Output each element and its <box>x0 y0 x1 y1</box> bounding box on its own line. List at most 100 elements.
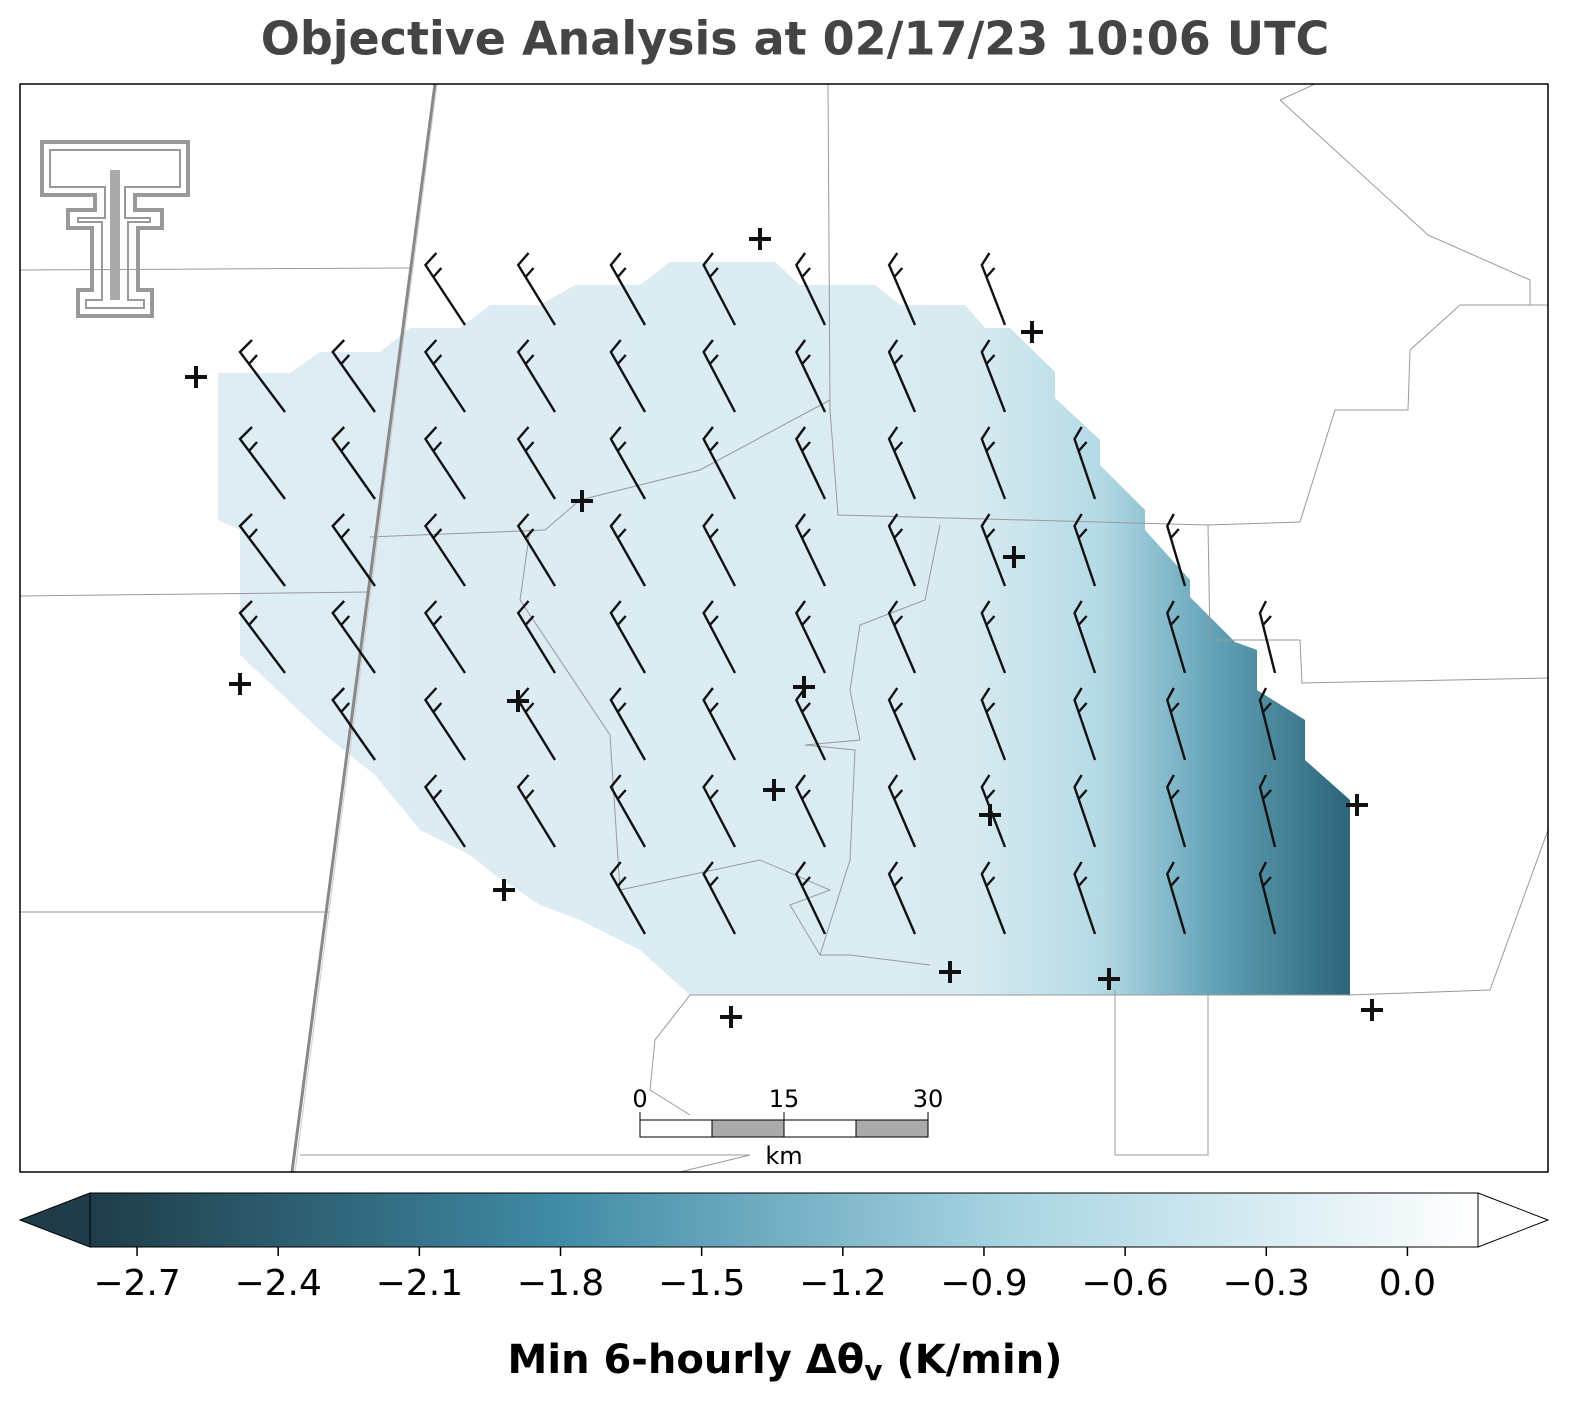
wind-barb <box>887 426 917 500</box>
stations <box>185 228 1383 1028</box>
station-marker <box>749 228 771 250</box>
colorbar-body <box>89 1192 1479 1248</box>
wind-barb <box>609 861 647 935</box>
colorbar-label: Min 6-hourly Δθv (K/min) <box>508 1337 1063 1387</box>
wind-barb <box>609 426 647 500</box>
logo <box>40 140 190 318</box>
state-line <box>290 84 437 1172</box>
colorbar-tick-label: −2.7 <box>93 1263 180 1304</box>
station-marker <box>1098 968 1120 990</box>
colorbar-tick-label: −0.9 <box>940 1263 1027 1304</box>
wind-barb <box>980 252 1007 326</box>
scale-tick-label: 15 <box>769 1085 800 1113</box>
wind-barb <box>238 339 286 413</box>
wind-barb <box>702 774 737 848</box>
wind-barb <box>609 513 647 587</box>
wind-barb <box>980 774 1007 848</box>
wind-barb <box>1258 600 1277 674</box>
colorbar-tick-label: −0.3 <box>1223 1263 1310 1304</box>
wind-barb <box>609 774 647 848</box>
wind-barb <box>980 426 1007 500</box>
station-marker <box>1003 546 1025 568</box>
wind-barb <box>1073 600 1097 674</box>
colorbar-extend-low <box>18 1192 91 1248</box>
scale-tick-label: 0 <box>632 1085 647 1113</box>
label-units: (K/min) <box>882 1337 1062 1383</box>
wind-barb <box>516 600 557 674</box>
wind-barb <box>238 513 286 587</box>
wind-barb <box>423 252 467 326</box>
analysis-shading <box>218 262 1350 995</box>
wind-barb <box>1165 600 1187 674</box>
wind-barb <box>609 600 647 674</box>
wind-barb <box>702 513 737 587</box>
wind-barb <box>238 426 286 500</box>
wind-barb <box>887 252 917 326</box>
colorbar: −2.7 −2.4 −2.1 −1.8 −1.5 −1.2 −0.9 −0.6 −0.3 0.0 <box>18 1192 1550 1304</box>
county-lines <box>20 84 1548 1172</box>
wind-barb <box>423 600 467 674</box>
colorbar-tick-label: −1.2 <box>799 1263 886 1304</box>
station-marker <box>793 676 815 698</box>
state-line <box>294 84 438 1172</box>
scale-tick-label: 30 <box>913 1085 944 1113</box>
wind-barb <box>1165 687 1187 761</box>
wind-barb <box>702 339 737 413</box>
wind-barb <box>980 600 1007 674</box>
wind-barb <box>516 252 557 326</box>
wind-barb <box>423 339 467 413</box>
map <box>20 84 1548 1172</box>
wind-barb <box>423 513 467 587</box>
station-marker <box>939 961 961 983</box>
wind-barb <box>609 252 647 326</box>
wind-barb <box>980 339 1007 413</box>
wind-barb <box>1073 513 1097 587</box>
wind-barb <box>794 426 827 500</box>
wind-barb <box>887 861 917 935</box>
title: Objective Analysis at 02/17/23 10:06 UTC <box>261 12 1330 66</box>
wind-barb <box>331 687 376 761</box>
wind-barbs <box>238 252 1277 935</box>
wind-barb <box>702 426 737 500</box>
wind-barb <box>1073 426 1097 500</box>
station-marker <box>185 366 207 388</box>
wind-barb <box>794 861 827 935</box>
wind-barb <box>1073 687 1097 761</box>
wind-barb <box>702 252 737 326</box>
wind-barb <box>331 600 376 674</box>
wind-barb <box>423 426 467 500</box>
label-main: Min 6-hourly Δθ <box>508 1337 865 1383</box>
colorbar-tick-label: 0.0 <box>1379 1263 1436 1304</box>
wind-barb <box>887 687 917 761</box>
scale-segment <box>855 1119 929 1138</box>
wind-barb <box>980 687 1007 761</box>
wind-barb <box>331 426 376 500</box>
station-marker <box>1346 794 1368 816</box>
station-marker <box>571 490 593 512</box>
station-marker <box>979 804 1001 826</box>
scale-segment <box>711 1119 785 1138</box>
colorbar-tick-label: −2.1 <box>376 1263 463 1304</box>
wind-barb <box>1165 513 1187 587</box>
wind-barb <box>516 774 557 848</box>
wind-barb <box>1165 774 1187 848</box>
wind-barb <box>794 600 827 674</box>
wind-barb <box>1073 774 1097 848</box>
wind-barb <box>887 339 917 413</box>
scale-unit: km <box>765 1142 802 1170</box>
wind-barb <box>423 774 467 848</box>
wind-barb <box>794 339 827 413</box>
wind-barb <box>1258 774 1277 848</box>
wind-barb <box>423 687 467 761</box>
wind-barb <box>609 687 647 761</box>
wind-barb <box>1258 861 1277 935</box>
wind-barb <box>887 513 917 587</box>
colorbar-tick-label: −2.4 <box>234 1263 321 1304</box>
wind-barb <box>238 600 286 674</box>
station-marker <box>763 779 785 801</box>
wind-barb <box>980 513 1007 587</box>
station-marker <box>1361 999 1383 1021</box>
wind-barb <box>794 513 827 587</box>
wind-barb <box>887 600 917 674</box>
